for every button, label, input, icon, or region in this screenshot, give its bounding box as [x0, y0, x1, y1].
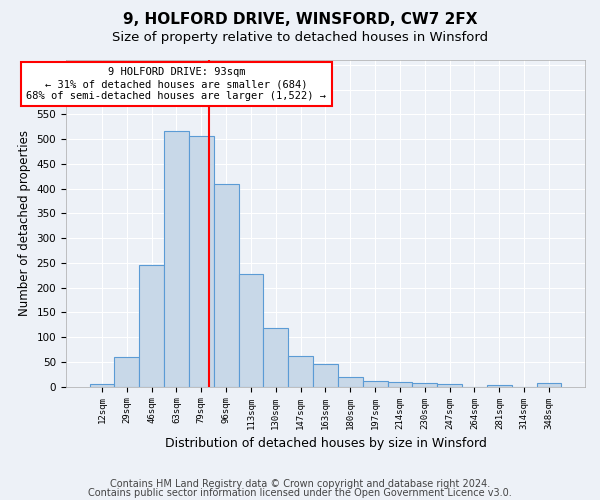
Bar — [536, 383, 562, 386]
Text: Size of property relative to detached houses in Winsford: Size of property relative to detached ho… — [112, 31, 488, 44]
Text: Contains public sector information licensed under the Open Government Licence v3: Contains public sector information licen… — [88, 488, 512, 498]
Bar — [288, 356, 313, 386]
Bar — [263, 328, 288, 386]
Bar — [388, 382, 412, 386]
Bar — [89, 384, 115, 386]
Bar — [115, 357, 139, 386]
Bar — [338, 377, 363, 386]
Bar — [412, 382, 437, 386]
Bar — [139, 266, 164, 386]
Bar — [437, 384, 462, 386]
Text: Contains HM Land Registry data © Crown copyright and database right 2024.: Contains HM Land Registry data © Crown c… — [110, 479, 490, 489]
Bar — [164, 131, 189, 386]
Bar — [487, 385, 512, 386]
Bar — [313, 364, 338, 386]
Bar — [363, 381, 388, 386]
Text: 9, HOLFORD DRIVE, WINSFORD, CW7 2FX: 9, HOLFORD DRIVE, WINSFORD, CW7 2FX — [123, 12, 477, 26]
Bar — [189, 136, 214, 386]
Bar — [214, 184, 239, 386]
X-axis label: Distribution of detached houses by size in Winsford: Distribution of detached houses by size … — [164, 437, 487, 450]
Bar — [239, 274, 263, 386]
Y-axis label: Number of detached properties: Number of detached properties — [18, 130, 31, 316]
Text: 9 HOLFORD DRIVE: 93sqm
← 31% of detached houses are smaller (684)
68% of semi-de: 9 HOLFORD DRIVE: 93sqm ← 31% of detached… — [26, 68, 326, 100]
